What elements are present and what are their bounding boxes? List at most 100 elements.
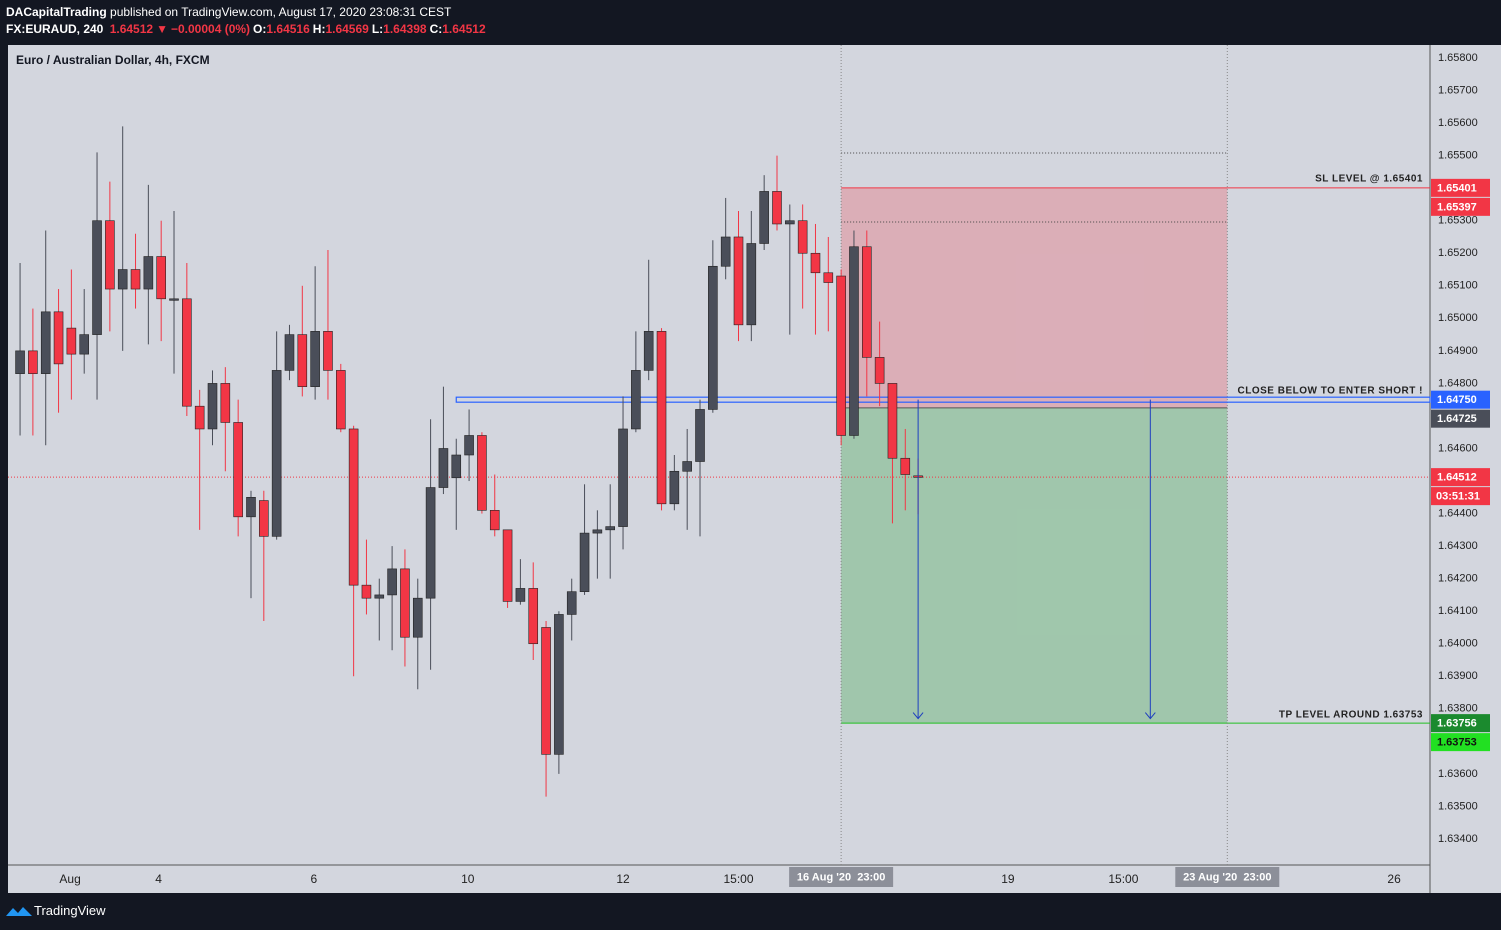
- countdown: 03:51:31: [1436, 491, 1480, 503]
- candle-body: [849, 246, 859, 436]
- candle-body: [361, 584, 372, 599]
- price-badge-label: 1.64512: [1437, 472, 1477, 484]
- y-tick-label: 1.64400: [1438, 507, 1478, 519]
- logo: [6, 907, 32, 916]
- price-badge-label: 1.65397: [1437, 201, 1477, 213]
- candle-body: [862, 246, 872, 358]
- candle-body: [336, 370, 346, 430]
- candle-body: [169, 298, 179, 301]
- y-tick-label: 1.65700: [1438, 84, 1478, 96]
- y-tick-label: 1.65600: [1438, 117, 1478, 129]
- candle-body: [15, 350, 25, 374]
- y-tick-label: 1.65500: [1438, 150, 1478, 162]
- price-badge: [1431, 714, 1490, 733]
- y-tick-label: 1.65800: [1438, 52, 1478, 64]
- candle-body: [772, 191, 782, 225]
- x-tick-label: 15:00: [1108, 872, 1138, 886]
- candle-body: [156, 256, 166, 300]
- candle-body: [836, 275, 846, 436]
- ohlc-key: L:: [371, 22, 384, 36]
- arrow-head: [1144, 712, 1156, 720]
- arrow: ▼: [156, 22, 168, 36]
- candle-body: [438, 448, 449, 488]
- note: TP LEVEL AROUND 1.63753: [1279, 710, 1423, 721]
- candle-body: [451, 454, 462, 479]
- price-badge: [1431, 390, 1490, 409]
- candle-body: [605, 526, 615, 531]
- x-tick-label: 10: [461, 872, 475, 886]
- time-badge-label: 16 Aug '20 23:00: [797, 871, 885, 883]
- candle-body: [695, 409, 705, 462]
- y-tick-label: 1.63500: [1438, 800, 1478, 812]
- price-badge-label: 1.63753: [1437, 737, 1477, 749]
- candle-body: [233, 422, 243, 518]
- price-badge: [1431, 197, 1490, 216]
- time-badge: [789, 867, 894, 887]
- candle-body: [310, 331, 320, 387]
- candle-body: [515, 588, 526, 602]
- candle-body: [105, 220, 115, 290]
- ohlc-key: C:: [429, 22, 443, 36]
- candle-body: [874, 357, 885, 384]
- stop-zone: [841, 187, 1228, 408]
- candle-body: [669, 470, 680, 505]
- candle-body: [618, 428, 628, 527]
- candle-body: [528, 588, 539, 645]
- x-tick-label: 15:00: [723, 872, 753, 886]
- candle-body: [489, 510, 500, 531]
- candle-body: [323, 331, 333, 371]
- candle-body: [643, 331, 654, 371]
- candle-body: [797, 220, 808, 254]
- x-tick-label: 12: [616, 872, 630, 886]
- candle-body: [566, 591, 577, 615]
- candle-body: [220, 383, 231, 423]
- candle-body: [502, 529, 513, 602]
- candle-body: [631, 370, 641, 430]
- x-tick-label: 6: [311, 872, 318, 886]
- ohlc-key: H:: [312, 22, 326, 36]
- chart-title: Euro / Australian Dollar, 4h, FXCM: [16, 53, 210, 67]
- chart-bg: [8, 45, 1501, 893]
- candle-body: [348, 428, 359, 586]
- candle-body: [477, 435, 487, 511]
- candle-body: [246, 497, 256, 518]
- candle-body: [656, 331, 667, 505]
- ohlc-value: 1.64398: [383, 22, 427, 36]
- candle-body: [900, 457, 911, 475]
- candle-body: [374, 594, 385, 599]
- candle-body: [40, 311, 51, 374]
- candle-body: [746, 243, 757, 326]
- candle-body: [887, 383, 898, 459]
- symbol-line: FX:EURAUD, 240 1.64512 ▼ −0.00004 (0%) O:1.…: [6, 21, 489, 38]
- ohlc-key: O:: [253, 22, 267, 36]
- note: SL LEVEL @ 1.65401: [1315, 173, 1423, 184]
- candle-body: [554, 614, 564, 755]
- publish-line: DACapitalTrading published on TradingVie…: [6, 4, 489, 21]
- ohlc-value: 1.64516: [266, 22, 310, 36]
- y-tick-label: 1.64200: [1438, 573, 1478, 585]
- price-badge-label: 1.63756: [1437, 718, 1477, 730]
- x-tick-label: Aug: [59, 872, 80, 886]
- note: CLOSE BELOW TO ENTER SHORT !: [1238, 385, 1423, 396]
- countdown-badge: [1431, 487, 1490, 506]
- y-tick-label: 1.64800: [1438, 377, 1478, 389]
- candle-body: [207, 383, 218, 430]
- price-badge: [1431, 409, 1490, 428]
- candle-body: [810, 252, 821, 274]
- candle-body: [579, 532, 590, 592]
- y-tick-label: 1.64300: [1438, 540, 1478, 552]
- y-tick-label: 1.65000: [1438, 312, 1478, 324]
- candle-body: [53, 311, 64, 365]
- price-badge-label: 1.65401: [1437, 182, 1477, 194]
- y-tick-label: 1.64100: [1438, 605, 1478, 617]
- candle-body: [79, 334, 89, 355]
- candle-body: [541, 627, 551, 755]
- time-badge: [1175, 867, 1280, 887]
- x-tick-label: 26: [1387, 872, 1401, 886]
- candle-body: [387, 568, 397, 596]
- y-tick-label: 1.64900: [1438, 345, 1478, 357]
- candle-body: [297, 334, 308, 387]
- y-tick-label: 1.63600: [1438, 768, 1478, 780]
- published: published on TradingView.com, August 17,…: [110, 5, 452, 19]
